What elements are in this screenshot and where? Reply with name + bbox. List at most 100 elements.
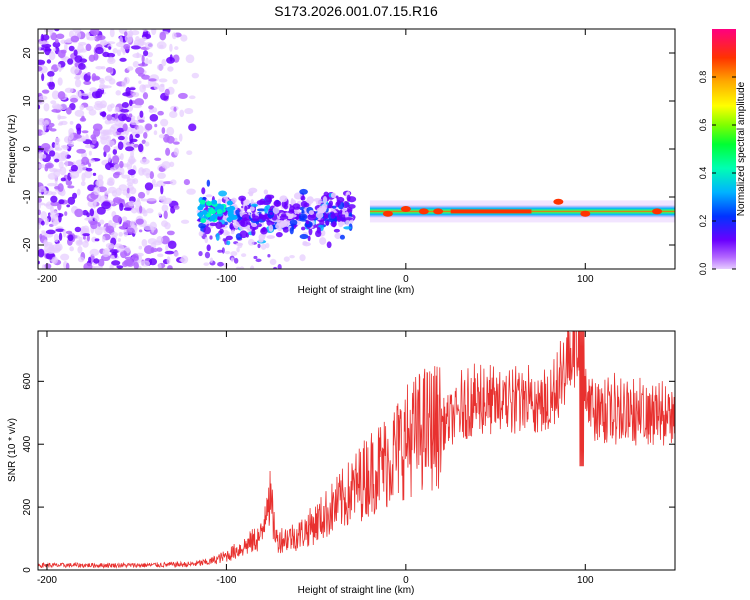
noise-blob [128, 29, 133, 37]
noise-blob [57, 183, 64, 192]
noise-blob [153, 130, 158, 136]
noise-blob [117, 135, 125, 141]
onset-blob [259, 213, 263, 220]
noise-blob [132, 178, 139, 185]
figure-title: S173.2026.001.07.15.R16 [274, 3, 438, 19]
onset-blob [299, 188, 308, 195]
noise-blob [123, 43, 131, 50]
noise-blob [43, 203, 51, 207]
snr-x-tick-label: -100 [216, 575, 236, 586]
noise-blob [180, 219, 190, 224]
noise-blob [160, 235, 170, 245]
noise-blob [151, 29, 157, 36]
noise-blob [144, 141, 150, 147]
noise-blob [44, 190, 53, 196]
noise-blob [126, 187, 130, 194]
noise-blob [57, 202, 62, 211]
noise-blob [38, 163, 46, 169]
noise-blob [60, 253, 70, 261]
noise-blob [57, 49, 66, 59]
onset-blob [282, 226, 289, 233]
noise-blob [161, 220, 168, 228]
noise-blob [186, 188, 196, 195]
noise-blob [47, 182, 57, 187]
noise-blob [129, 133, 134, 143]
noise-blob [119, 167, 125, 176]
snr-y-label: SNR (10 * v/v) [7, 418, 18, 482]
onset-blob [273, 200, 282, 207]
noise-blob [96, 206, 106, 215]
noise-blob [54, 158, 60, 163]
noise-blob [135, 218, 144, 225]
noise-blob [51, 214, 59, 223]
onset-blob [298, 213, 308, 221]
noise-blob [132, 61, 140, 68]
noise-blob [167, 66, 174, 72]
noise-blob [138, 80, 142, 84]
colorbar-tick-label: 0.0 [698, 263, 708, 276]
noise-blob [51, 103, 62, 110]
noise-blob [172, 78, 178, 85]
noise-blob [105, 225, 115, 234]
noise-blob [91, 136, 97, 144]
noise-blob [93, 199, 97, 206]
noise-blob [93, 128, 101, 137]
snr-y-tick-label: 400 [22, 435, 33, 452]
noise-blob [120, 250, 128, 259]
noise-blob [64, 211, 68, 216]
noise-blob [54, 141, 60, 150]
noise-blob [158, 78, 168, 83]
onset-blob [305, 220, 310, 225]
noise-blob [69, 121, 74, 125]
noise-blob [67, 196, 76, 205]
carrier-hotspot [418, 208, 429, 215]
noise-blob [157, 263, 162, 269]
noise-blob [49, 76, 53, 83]
noise-blob [73, 49, 78, 57]
onset-blob [326, 241, 332, 249]
noise-blob [69, 246, 74, 252]
carrier-peak [450, 209, 532, 214]
noise-blob [74, 226, 82, 233]
snr-y-tick-label: 600 [22, 373, 33, 390]
noise-blob [149, 114, 159, 122]
noise-blob [107, 57, 116, 65]
noise-blob [47, 70, 55, 77]
noise-blob [138, 63, 149, 67]
onset-blob [199, 199, 206, 205]
spectrogram-y-tick-label: 0 [22, 146, 33, 152]
noise-blob [74, 134, 82, 139]
noise-blob [75, 239, 83, 246]
snr-y-tick-label: 200 [22, 498, 33, 515]
spectrogram-y-tick-label: -20 [22, 237, 33, 252]
onset-blob [200, 218, 207, 224]
colorbar-tick-label: 0.4 [698, 167, 708, 180]
onset-blob [343, 226, 352, 230]
noise-blob [186, 150, 193, 156]
noise-blob [104, 119, 112, 125]
noise-blob [171, 32, 177, 40]
noise-blob [222, 229, 229, 236]
noise-blob [183, 179, 191, 186]
onset-blob [341, 207, 348, 212]
onset-blob [303, 202, 310, 208]
noise-blob [69, 171, 80, 179]
noise-blob [143, 50, 149, 57]
noise-blob [241, 253, 247, 258]
onset-blob [330, 192, 337, 199]
noise-blob [84, 144, 95, 149]
noise-blob [87, 72, 91, 76]
noise-blob [157, 110, 164, 116]
noise-blob [157, 212, 162, 217]
noise-blob [116, 244, 125, 253]
snr-x-axis: -200 -100 0 100 [37, 331, 594, 586]
noise-blob [114, 106, 120, 112]
noise-blob [224, 250, 231, 255]
noise-blob [99, 77, 105, 82]
noise-blob [64, 87, 74, 93]
noise-blob [128, 200, 135, 207]
noise-blob [93, 103, 103, 111]
noise-blob [97, 88, 102, 93]
noise-blob [65, 180, 73, 186]
noise-blob [135, 133, 140, 139]
